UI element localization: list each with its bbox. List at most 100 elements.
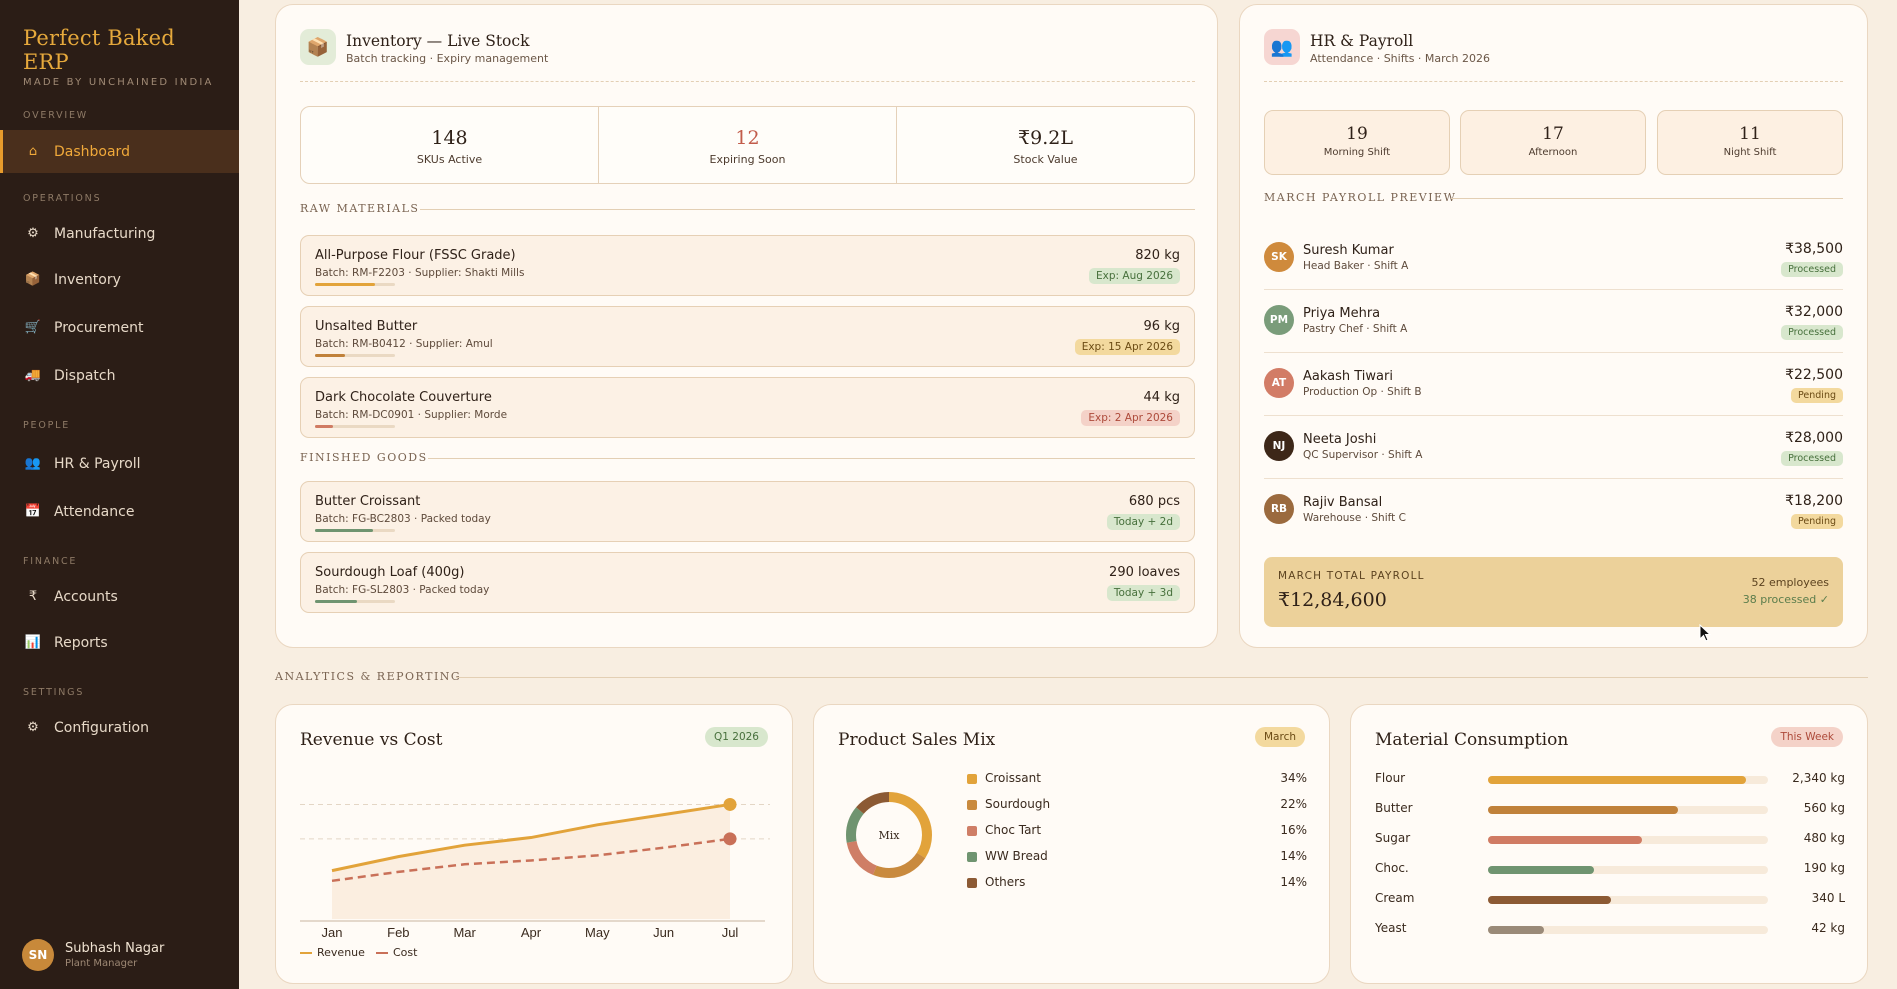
sidebar-item-label: Inventory <box>54 271 121 288</box>
item-name: Sourdough Loaf (400g) <box>315 565 465 580</box>
stat-value: ₹9.2L <box>1018 127 1073 149</box>
sidebar-item-dashboard[interactable]: ⌂ Dashboard <box>0 130 239 173</box>
legend-label: WW Bread <box>985 849 1048 863</box>
inventory-item-sourdough[interactable]: Sourdough Loaf (400g) Batch: FG-SL2803 ·… <box>300 552 1195 613</box>
shift-count: 19 <box>1346 124 1368 144</box>
donut-slice[interactable] <box>846 792 932 878</box>
material-bar-fill <box>1488 836 1642 844</box>
stat-label: SKUs Active <box>416 153 483 166</box>
bar-chart-icon: 📊 <box>24 635 42 650</box>
material-name: Yeast <box>1375 921 1407 935</box>
stat-value-total: ₹9.2L Stock Value <box>897 107 1194 183</box>
legend-swatch <box>967 878 977 888</box>
legend-swatch <box>967 800 977 810</box>
period-badge[interactable]: Q1 2026 <box>704 727 768 747</box>
salary-amount: ₹22,500 <box>1785 367 1843 383</box>
x-tick-label: Jan <box>322 925 343 940</box>
total-payroll-box: MARCH TOTAL PAYROLL ₹12,84,600 52 employ… <box>1264 557 1843 627</box>
inventory-item-croissant[interactable]: Butter Croissant Batch: FG-BC2803 · Pack… <box>300 481 1195 542</box>
data-point[interactable] <box>723 832 737 846</box>
legend-revenue: Revenue <box>300 946 365 959</box>
legend-swatch <box>967 774 977 784</box>
sidebar-item-dispatch[interactable]: 🚚 Dispatch <box>0 354 239 397</box>
salary-amount: ₹38,500 <box>1785 241 1843 257</box>
item-quantity: 44 kg <box>1143 390 1180 405</box>
package-icon: 📦 <box>24 272 42 287</box>
sidebar-item-accounts[interactable]: ₹ Accounts <box>0 575 239 618</box>
donut-slice[interactable] <box>846 792 932 878</box>
inventory-item-butter[interactable]: Unsalted Butter Batch: RM-B0412 · Suppli… <box>300 306 1195 367</box>
payroll-row[interactable]: RB Rajiv Bansal Warehouse · Shift C ₹18,… <box>1264 479 1843 542</box>
item-name: Butter Croissant <box>315 494 421 509</box>
data-point[interactable] <box>723 797 737 811</box>
employee-count: 52 employees <box>1751 576 1829 589</box>
material-bar-track <box>1488 836 1768 844</box>
stat-label: Expiring Soon <box>709 153 786 166</box>
sidebar-item-label: Manufacturing <box>54 225 156 242</box>
payroll-row[interactable]: AT Aakash Tiwari Production Op · Shift B… <box>1264 353 1843 416</box>
material-row: Choc. 190 kg <box>1375 861 1845 879</box>
sidebar-item-label: Accounts <box>54 588 118 605</box>
user-role: Plant Manager <box>65 958 138 969</box>
avatar: SN <box>22 939 54 971</box>
employee-name: Priya Mehra <box>1303 306 1381 321</box>
sales-mix-title: Product Sales Mix <box>838 730 996 750</box>
inventory-item-flour[interactable]: All-Purpose Flour (FSSC Grade) Batch: RM… <box>300 235 1195 296</box>
nav-section-finance: FINANCE <box>23 556 78 567</box>
x-tick-label: May <box>585 925 610 940</box>
avatar: NJ <box>1264 431 1294 461</box>
period-badge[interactable]: This Week <box>1771 727 1843 747</box>
sidebar-item-manufacturing[interactable]: ⚙ Manufacturing <box>0 212 239 255</box>
revenue-area <box>332 804 730 919</box>
material-title: Material Consumption <box>1375 730 1569 750</box>
divider <box>428 458 1195 459</box>
material-row: Butter 560 kg <box>1375 801 1845 819</box>
inventory-stats: 148 SKUs Active 12 Expiring Soon ₹9.2L S… <box>300 106 1195 184</box>
legend-label: Revenue <box>317 946 365 959</box>
legend-label: Sourdough <box>985 797 1051 811</box>
material-value: 2,340 kg <box>1792 771 1845 785</box>
sidebar-item-reports[interactable]: 📊 Reports <box>0 621 239 664</box>
inventory-item-chocolate[interactable]: Dark Chocolate Couverture Batch: RM-DC09… <box>300 377 1195 438</box>
sidebar-item-label: HR & Payroll <box>54 455 141 472</box>
material-value: 190 kg <box>1803 861 1845 875</box>
status-badge: Pending <box>1791 514 1843 529</box>
item-batch: Batch: RM-F2203 · Supplier: Shakti Mills <box>315 267 525 279</box>
employee-name: Aakash Tiwari <box>1303 369 1393 384</box>
period-badge[interactable]: March <box>1254 727 1305 747</box>
legend-cost: Cost <box>376 946 417 959</box>
item-name: Unsalted Butter <box>315 319 418 334</box>
sidebar: Perfect Baked ERP MADE BY UNCHAINED INDI… <box>0 0 239 989</box>
calendar-icon: 📅 <box>24 504 42 519</box>
payroll-row[interactable]: PM Priya Mehra Pastry Chef · Shift A ₹32… <box>1264 290 1843 353</box>
employee-role: Warehouse · Shift C <box>1303 512 1406 524</box>
legend-label: Choc Tart <box>985 823 1042 837</box>
employee-name: Neeta Joshi <box>1303 432 1377 447</box>
hr-payroll-card: 👥 HR & Payroll Attendance · Shifts · Mar… <box>1239 4 1868 648</box>
item-batch: Batch: FG-BC2803 · Packed today <box>315 513 491 525</box>
donut-slice[interactable] <box>846 792 932 878</box>
sidebar-item-procurement[interactable]: 🛒 Procurement <box>0 306 239 349</box>
avatar: PM <box>1264 305 1294 335</box>
processed-count: 38 processed ✓ <box>1742 593 1829 606</box>
sidebar-item-hr-payroll[interactable]: 👥 HR & Payroll <box>0 442 239 485</box>
user-profile[interactable]: SN Subhash Nagar Plant Manager <box>22 939 164 971</box>
series-line-revenue <box>331 802 731 873</box>
sidebar-item-inventory[interactable]: 📦 Inventory <box>0 258 239 301</box>
payroll-row[interactable]: NJ Neeta Joshi QC Supervisor · Shift A ₹… <box>1264 416 1843 479</box>
gear-icon: ⚙ <box>27 720 39 735</box>
sidebar-item-attendance[interactable]: 📅 Attendance <box>0 490 239 533</box>
material-bar-track <box>1488 896 1768 904</box>
status-badge: Processed <box>1781 262 1843 277</box>
item-quantity: 680 pcs <box>1128 494 1180 509</box>
material-bar-fill <box>1488 926 1544 934</box>
item-batch: Batch: FG-SL2803 · Packed today <box>315 584 490 596</box>
analytics-label: ANALYTICS & REPORTING <box>275 670 462 683</box>
sidebar-item-configuration[interactable]: ⚙ Configuration <box>0 706 239 749</box>
item-name: All-Purpose Flour (FSSC Grade) <box>315 248 516 263</box>
payroll-row[interactable]: SK Suresh Kumar Head Baker · Shift A ₹38… <box>1264 227 1843 290</box>
expiry-badge: Exp: Aug 2026 <box>1089 268 1180 284</box>
material-bar-track <box>1488 806 1768 814</box>
divider <box>1451 198 1843 199</box>
stock-level-bar <box>315 529 395 532</box>
